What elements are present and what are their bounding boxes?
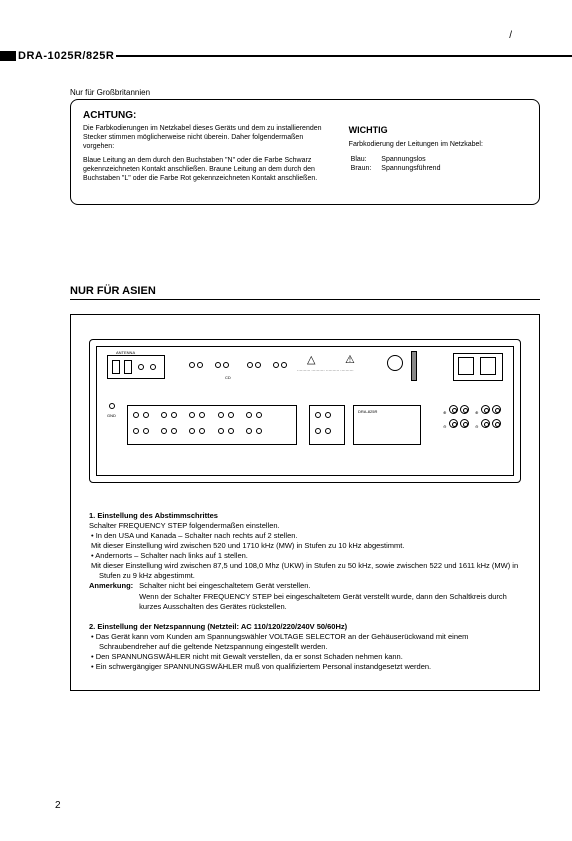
model-plate: DRA-825R — [353, 405, 421, 445]
ant-terminal — [124, 360, 132, 374]
achtung-para-2: Blaue Leitung an dem durch den Buchstabe… — [83, 157, 333, 183]
top-mark: / — [509, 30, 512, 41]
page-number: 2 — [55, 800, 61, 811]
section2-title: 2. Einstellung der Netzspannung (Netztei… — [89, 622, 521, 632]
model-label: DRA-825R — [358, 409, 377, 414]
ant-jack — [138, 364, 144, 370]
bullet: Das Gerät kann vom Kunden am Spannungswä… — [89, 632, 521, 652]
jack-pair — [189, 361, 203, 370]
ant-jack — [150, 364, 156, 370]
jack-row — [315, 411, 331, 420]
wichtig-title: WICHTIG — [349, 125, 527, 135]
uk-only-label: Nur für Großbritannien — [70, 88, 540, 97]
bullet: In den USA und Kanada – Schalter nach re… — [89, 531, 521, 551]
asia-box: ANTENNA GND CD △ ⚠ ·········· ··· — [70, 314, 540, 692]
wichtig-table: Blau:Spannungslos Braun:Spannungsführend — [349, 154, 451, 174]
header-block — [0, 51, 16, 61]
anmerkung: Anmerkung: Schalter nicht bei eingeschal… — [89, 581, 521, 611]
achtung-title: ACHTUNG: — [83, 110, 527, 121]
section1-intro: Schalter FREQUENCY STEP folgendermaßen e… — [89, 521, 521, 531]
page-content: Nur für Großbritannien ACHTUNG: Die Farb… — [70, 88, 540, 691]
wichtig-sub: Farbkodierung der Leitungen im Netzkabel… — [349, 141, 527, 148]
asia-title: NUR FÜR ASIEN — [70, 285, 540, 300]
rear-panel: ANTENNA GND CD △ ⚠ ·········· ··· — [96, 346, 514, 476]
asia-instructions: 1. Einstellung des Abstimmschrittes Scha… — [89, 511, 521, 673]
antenna-label: ANTENNA — [116, 350, 135, 355]
header-rule — [116, 55, 572, 57]
section1-title: 1. Einstellung des Abstimmschrittes — [89, 511, 521, 521]
jack-pair — [247, 361, 261, 370]
bullet: Den SPANNUNGSWÄHLER nicht mit Gewalt ver… — [89, 652, 521, 662]
warning-icon: ⚠ — [345, 353, 355, 366]
speaker-block — [453, 353, 503, 381]
achtung-right: WICHTIG Farbkodierung der Leitungen im N… — [349, 125, 527, 190]
gnd-label: GND — [107, 413, 116, 418]
rear-panel-frame: ANTENNA GND CD △ ⚠ ·········· ··· — [89, 339, 521, 483]
achtung-box: ACHTUNG: Die Farbkodierungen im Netzkabe… — [70, 99, 540, 205]
jack-pair — [273, 361, 287, 370]
jack-row — [133, 411, 262, 420]
warning-icon: △ — [307, 353, 315, 366]
voltage-selector — [387, 355, 403, 371]
speaker-terminal — [458, 357, 474, 375]
jack-row — [315, 427, 331, 436]
bullet: Andernorts – Schalter nach links auf 1 s… — [89, 551, 521, 581]
jack-pair — [215, 361, 229, 370]
anmerkung-text: Schalter nicht bei eingeschaltetem Gerät… — [139, 581, 521, 611]
bullet: Ein schwergängiger SPANNUNGSWÄHLER muß v… — [89, 662, 521, 672]
ant-terminal — [112, 360, 120, 374]
speaker-terminal — [480, 357, 496, 375]
wichtig-row: Blau:Spannungslos — [351, 156, 449, 163]
freq-step-switch — [411, 351, 417, 381]
antenna-block: ANTENNA — [107, 355, 165, 379]
cd-label: CD — [225, 375, 231, 380]
gnd-jack — [109, 403, 115, 409]
anmerkung-label: Anmerkung: — [89, 581, 133, 611]
achtung-para-1: Die Farbkodierungen im Netzkabel dieses … — [83, 125, 333, 151]
achtung-left: Die Farbkodierungen im Netzkabel dieses … — [83, 125, 333, 190]
jack-row — [133, 427, 262, 436]
header-bar: DRA-1025R/825R — [0, 50, 572, 62]
wichtig-row: Braun:Spannungsführend — [351, 165, 449, 172]
warning-text: ·········· ·········· ·········· ·······… — [297, 369, 377, 373]
header-model: DRA-1025R/825R — [18, 50, 114, 62]
binding-posts: ⊕ ⊕ ⊖ ⊖ — [443, 405, 501, 433]
